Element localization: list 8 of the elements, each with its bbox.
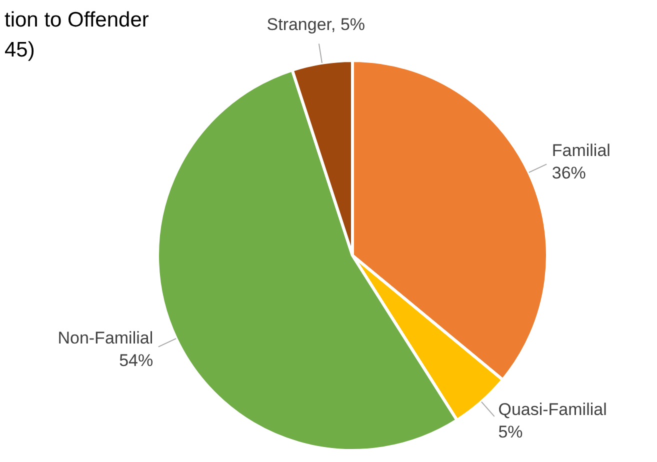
- data-label: 36%: [552, 164, 586, 183]
- slice-label: Familial: [552, 140, 610, 160]
- chart-title: tion to Offender 45): [4, 8, 149, 62]
- slice-label: Stranger, 5%: [266, 14, 366, 34]
- data-label: 54%: [119, 351, 154, 370]
- slice-label: Quasi-Familial: [498, 400, 607, 419]
- data-label: 5%: [498, 422, 523, 442]
- slice-label: Non-Familial: [58, 328, 154, 348]
